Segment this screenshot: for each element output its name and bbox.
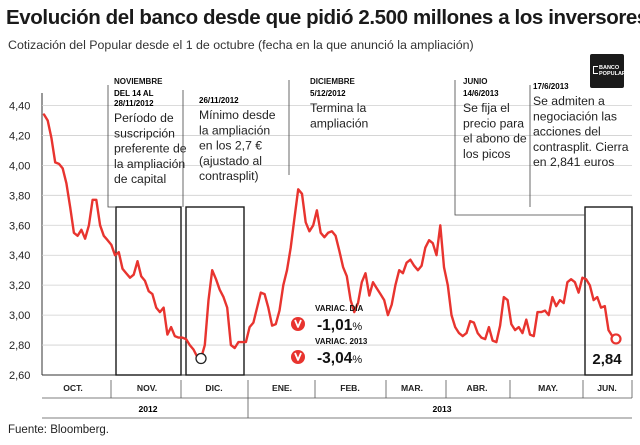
y-tick-label: 3,40 xyxy=(9,250,30,262)
x-month-label: JUN. xyxy=(597,383,617,393)
annotation-text: de capital xyxy=(114,172,166,186)
year-label-2013: 2013 xyxy=(432,404,451,414)
logo-line1: BANCO xyxy=(599,65,620,71)
annotation-text: Termina la xyxy=(310,101,366,115)
x-month-label: DIC. xyxy=(205,383,222,393)
y-tick-label: 2,80 xyxy=(9,340,30,352)
annotation-date: 28/11/2012 xyxy=(114,99,154,108)
last-value-marker xyxy=(610,333,622,345)
annotation-heading: DICIEMBRE xyxy=(310,77,356,86)
chart-subtitle: Cotización del Popular desde el 1 de oct… xyxy=(8,38,474,52)
annotation-text: ampliación xyxy=(310,116,368,130)
annotation-date: 5/12/2012 xyxy=(310,89,346,98)
annotation-text: en los 2,7 € xyxy=(199,139,262,153)
annotation-heading: JUNIO xyxy=(463,77,487,86)
variation-label: VARIAC. DÍA xyxy=(315,304,364,313)
logo-line2: POPULAR xyxy=(599,71,626,77)
x-month-label: MAY. xyxy=(538,383,558,393)
y-tick-label: 4,40 xyxy=(9,100,30,112)
y-tick-label: 3,00 xyxy=(9,310,30,322)
x-month-label: ENE. xyxy=(272,383,292,393)
annotation-text: Mínimo desde xyxy=(199,108,276,122)
variation-unit: % xyxy=(352,354,362,366)
y-tick-label: 2,60 xyxy=(9,370,30,382)
annotation-text: Se admiten a xyxy=(533,94,605,108)
annotation-text: acciones del xyxy=(533,125,601,139)
annotation-date: 14/6/2013 xyxy=(463,89,499,98)
annotation-text: Se fija el xyxy=(463,101,510,115)
price-line xyxy=(42,113,618,360)
chart-title: Evolución del banco desde que pidió 2.50… xyxy=(6,6,640,29)
variation-value: -3,04% xyxy=(317,350,362,367)
annotation-heading: NOVIEMBRE xyxy=(114,77,163,86)
y-tick-label: 3,60 xyxy=(9,220,30,232)
x-month-label: OCT. xyxy=(63,383,83,393)
annotation-text: en 2,841 euros xyxy=(533,155,614,169)
y-tick-label: 3,80 xyxy=(9,190,30,202)
annotation-leader-line xyxy=(107,85,116,208)
annotation-text: contrasplit) xyxy=(199,169,259,183)
annotation-text: preferente de xyxy=(114,142,187,156)
x-month-label: ABR. xyxy=(466,383,487,393)
annotation-text: (ajustado al xyxy=(199,154,262,168)
down-arrow-glyph xyxy=(294,319,302,328)
annotation-text: Período de xyxy=(114,111,174,125)
last-value-label: 2,84 xyxy=(592,351,622,368)
annotation-text: negociación las xyxy=(533,109,617,123)
annotation-text: la ampliación xyxy=(199,123,270,137)
year-label-2012: 2012 xyxy=(138,404,157,414)
annotation-text: precio para xyxy=(463,116,524,130)
variation-unit: % xyxy=(352,321,362,333)
down-arrow-icon xyxy=(291,317,305,331)
source-note: Fuente: Bloomberg. xyxy=(8,424,110,436)
annotation-leader-line xyxy=(454,80,585,216)
banco-popular-logo: BANCO POPULAR xyxy=(590,54,626,88)
period-box-ampliacion xyxy=(185,206,245,376)
annotation-text: el abono de xyxy=(463,132,527,146)
x-month-label: MAR. xyxy=(401,383,423,393)
variation-value: -1,01% xyxy=(317,317,362,334)
y-tick-label: 4,20 xyxy=(9,130,30,142)
logo-mark-icon xyxy=(593,66,598,74)
period-box-contrasplit xyxy=(584,206,633,376)
annotation-text: la ampliación xyxy=(114,157,185,171)
annotation-date: 17/6/2013 xyxy=(533,82,569,91)
annotation-text: contrasplit. Cierra xyxy=(533,140,629,154)
period-box-suscripcion xyxy=(115,206,182,376)
down-arrow-glyph xyxy=(294,352,302,361)
annotation-date: 26/11/2012 xyxy=(199,96,239,105)
annotation-date: DEL 14 AL xyxy=(114,89,154,98)
y-tick-label: 4,00 xyxy=(9,160,30,172)
down-arrow-icon xyxy=(291,350,305,364)
x-month-label: FEB. xyxy=(340,383,360,393)
x-month-label: NOV. xyxy=(137,383,157,393)
annotation-text: suscripción xyxy=(114,126,175,140)
y-tick-label: 3,20 xyxy=(9,280,30,292)
annotation-text: los picos xyxy=(463,147,510,161)
variation-label: VARIAC. 2013 xyxy=(315,337,368,346)
minimum-marker xyxy=(195,352,207,365)
